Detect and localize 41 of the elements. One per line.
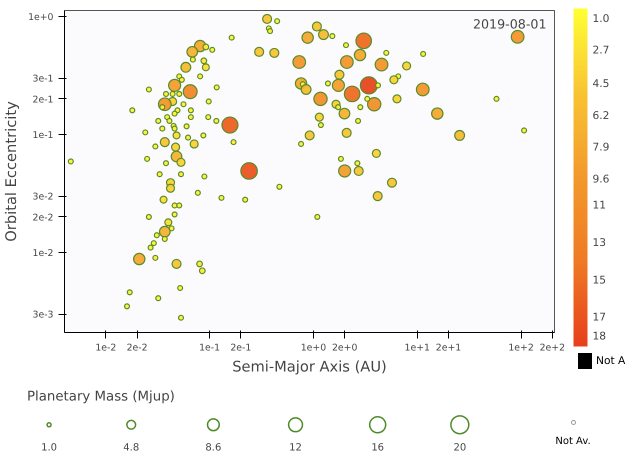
- color-bar-label: 1.0: [592, 12, 610, 25]
- color-bar-label: 7.9: [592, 140, 610, 154]
- legend-title: Planetary Mass (Mjup): [27, 390, 175, 404]
- y-tick-label: 2e-1: [32, 94, 54, 106]
- x-tick-label: 1e+1: [404, 342, 430, 354]
- x-tick-label: 2e+1: [436, 342, 462, 354]
- x-tick-label: 1e-1: [199, 342, 220, 354]
- legend-label: 8.6: [205, 442, 222, 452]
- x-tick-label: 1e+0: [300, 342, 326, 354]
- x-tick-label: 2e-2: [126, 342, 148, 354]
- legend-label: 4.8: [123, 442, 140, 452]
- color-bar-label: 6.2: [592, 108, 610, 122]
- x-axis-title: Semi-Major Axis (AU): [232, 358, 387, 376]
- y-tick-label: 3e-2: [32, 192, 54, 203]
- y-tick-label: 1e+0: [28, 12, 54, 23]
- y-tick-label: 2e-2: [32, 212, 54, 224]
- x-tick-label: 2e-1: [230, 342, 252, 354]
- text: Not Av.: [555, 436, 591, 448]
- color-bar-label: 13: [592, 236, 606, 249]
- x-tick-label: 2e+0: [332, 342, 358, 354]
- y-tick-label: 3e-3: [32, 310, 54, 321]
- text: Not A: [596, 354, 626, 368]
- color-bar-label: 11: [592, 198, 606, 212]
- color-bar-label: 15: [592, 273, 606, 286]
- color-bar-label: 4.5: [592, 77, 610, 90]
- annotation: 2019-08-01: [472, 16, 547, 32]
- x-tick-label: 1e-2: [95, 342, 116, 354]
- y-axis-title: Orbital Eccentricity: [3, 100, 20, 242]
- color-bar-label: 18: [592, 329, 606, 342]
- legend-label: 12: [289, 442, 302, 452]
- y-tick-label: 1e-1: [32, 130, 54, 141]
- y-tick-label: 1e-2: [32, 248, 54, 259]
- legend-label: 20: [453, 442, 466, 452]
- legend-label: 16: [371, 442, 384, 452]
- y-tick-label: 3e-1: [32, 74, 54, 85]
- color-bar-label: 2.7: [592, 44, 610, 57]
- x-tick-label: 1e+2: [508, 342, 534, 354]
- x-tick-label: 2e+2: [540, 342, 566, 354]
- color-bar-label: 9.6: [592, 172, 610, 186]
- legend-label: 1.0: [41, 442, 58, 452]
- color-bar-label: 17: [592, 310, 606, 324]
